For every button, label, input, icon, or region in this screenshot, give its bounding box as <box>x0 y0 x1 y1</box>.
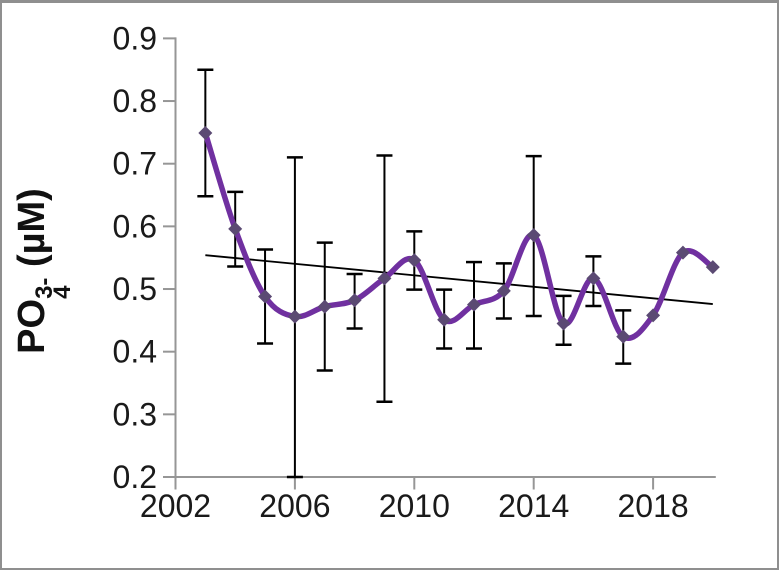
data-point-marker <box>496 283 511 298</box>
y-tick-label: 0.9 <box>113 20 157 56</box>
data-point-marker <box>407 253 422 268</box>
x-tick-label: 2002 <box>140 488 211 524</box>
data-point-marker <box>467 297 481 312</box>
data-point-marker <box>705 260 720 275</box>
data-point-markers <box>198 125 720 344</box>
trend-line <box>205 254 713 305</box>
data-point-marker <box>198 125 213 140</box>
y-tick-label: 0.2 <box>113 459 157 495</box>
data-point-marker <box>228 221 243 236</box>
y-tick-label: 0.6 <box>113 208 157 244</box>
data-point-marker <box>675 245 690 260</box>
data-point-marker <box>616 329 631 344</box>
data-point-marker <box>437 312 452 327</box>
data-point-marker <box>377 271 392 286</box>
data-point-marker <box>556 316 571 331</box>
y-tick-label: 0.7 <box>113 146 157 182</box>
series-line <box>202 130 716 341</box>
data-point-marker <box>526 228 541 243</box>
y-tick-label: 0.8 <box>113 83 157 119</box>
y-tick-label: 0.3 <box>113 396 157 432</box>
line-chart: 0.2 0.3 0.4 0.5 0.6 0.7 0.8 0.9 2002 2006 2010 2014… <box>113 20 720 524</box>
data-point-marker <box>586 271 601 286</box>
axis-tick-labels: 0.2 0.3 0.4 0.5 0.6 0.7 0.8 0.9 2002 2006 2010 2014… <box>113 20 689 524</box>
data-point-marker <box>646 308 661 323</box>
data-point-marker <box>258 289 273 304</box>
error-bars <box>197 68 632 479</box>
data-point-marker <box>287 309 302 324</box>
x-tick-label: 2018 <box>618 488 689 524</box>
data-point-marker <box>347 293 362 308</box>
x-tick-label: 2014 <box>498 488 569 524</box>
x-tick-label: 2010 <box>379 488 450 524</box>
y-tick-label: 0.4 <box>113 334 157 370</box>
data-point-marker <box>317 299 332 314</box>
y-tick-label: 0.5 <box>113 271 157 307</box>
axes <box>163 37 716 490</box>
x-tick-label: 2006 <box>259 488 330 524</box>
